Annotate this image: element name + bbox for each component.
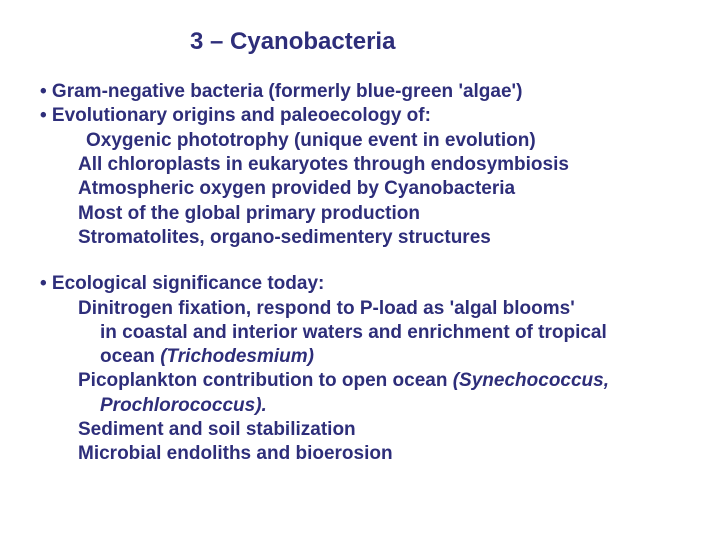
sub-dinitrogen: Dinitrogen fixation, respond to P-load a… — [30, 297, 690, 321]
sub-primary-production: Most of the global primary production — [30, 202, 690, 226]
block-1: • Gram-negative bacteria (formerly blue-… — [30, 80, 690, 250]
block-2: • Ecological significance today: Dinitro… — [30, 272, 690, 467]
sub-endoliths: Microbial endoliths and bioerosion — [30, 442, 690, 466]
sub-stromatolites: Stromatolites, organo-sedimentery struct… — [30, 226, 690, 250]
slide: 3 – Cyanobacteria • Gram-negative bacter… — [0, 0, 720, 540]
bullet-ecological: • Ecological significance today: — [30, 272, 690, 296]
text-trichodesmium: (Trichodesmium) — [160, 346, 314, 367]
sub-sediment: Sediment and soil stabilization — [30, 418, 690, 442]
sub-oxygenic: Oxygenic phototrophy (unique event in ev… — [30, 129, 690, 153]
bullet-gram-negative: • Gram-negative bacteria (formerly blue-… — [30, 80, 690, 104]
sub-atmospheric: Atmospheric oxygen provided by Cyanobact… — [30, 177, 690, 201]
sub-ocean-tricho: ocean (Trichodesmium) — [30, 345, 690, 369]
text-pico: Picoplankton contribution to open ocean — [78, 370, 453, 391]
text-synechococcus: (Synechococcus, — [453, 370, 609, 391]
text-prochlorococcus: Prochlorococcus). — [30, 394, 690, 418]
text-ocean: ocean — [100, 346, 160, 367]
slide-title: 3 – Cyanobacteria — [190, 28, 690, 56]
bullet-evolutionary: • Evolutionary origins and paleoecology … — [30, 104, 690, 128]
sub-chloroplasts: All chloroplasts in eukaryotes through e… — [30, 153, 690, 177]
sub-picoplankton: Picoplankton contribution to open ocean … — [30, 369, 690, 393]
sub-coastal: in coastal and interior waters and enric… — [30, 321, 690, 345]
